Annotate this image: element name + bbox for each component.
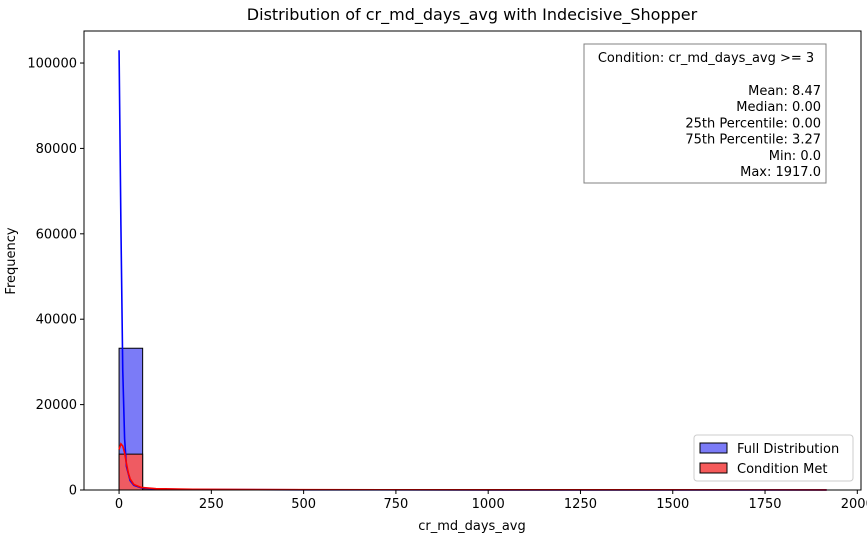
stats-line: Mean: 8.47 <box>748 84 821 99</box>
y-tick-label: 80000 <box>36 142 77 157</box>
x-tick-label: 1750 <box>748 497 781 512</box>
stats-box <box>583 43 827 184</box>
legend-box <box>693 434 854 482</box>
x-tick-label: 2000 <box>841 497 867 512</box>
stats-line: Max: 1917.0 <box>740 165 821 180</box>
y-tick-label: 100000 <box>27 57 77 72</box>
y-tick-label: 40000 <box>36 313 77 328</box>
x-tick-label: 1500 <box>656 497 689 512</box>
stats-line: Min: 0.0 <box>769 149 821 164</box>
plot-frame <box>83 30 862 491</box>
chart-title: Distribution of cr_md_days_avg with Inde… <box>247 5 698 25</box>
y-tick-label: 0 <box>69 484 77 499</box>
y-axis-label: Frequency <box>4 227 19 294</box>
stats-line: 75th Percentile: 3.27 <box>685 133 821 148</box>
plot-area: 0250500750100012501500175020000200004000… <box>27 30 867 512</box>
stats-condition: Condition: cr_md_days_avg >= 3 <box>598 51 814 66</box>
stats-line: Median: 0.00 <box>736 100 821 115</box>
x-tick-label: 750 <box>383 497 408 512</box>
legend-swatch <box>699 442 728 454</box>
y-tick-label: 20000 <box>36 398 77 413</box>
x-tick-label: 1000 <box>472 497 505 512</box>
x-tick-label: 500 <box>291 497 316 512</box>
legend-label: Condition Met <box>737 462 827 477</box>
legend-label: Full Distribution <box>737 442 839 457</box>
legend-swatch <box>699 462 728 474</box>
histogram-bar <box>118 453 144 491</box>
stats-line: 25th Percentile: 0.00 <box>685 116 821 131</box>
x-tick-label: 250 <box>199 497 224 512</box>
x-tick-label: 0 <box>115 497 123 512</box>
x-tick-label: 1250 <box>564 497 597 512</box>
x-axis-label: cr_md_days_avg <box>418 519 526 534</box>
y-tick-label: 60000 <box>36 227 77 242</box>
